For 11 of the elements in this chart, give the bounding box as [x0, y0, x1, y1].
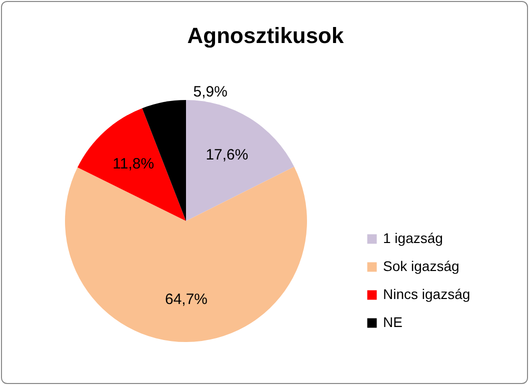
pie-slice: [186, 100, 294, 221]
pie-slice: [78, 108, 186, 221]
legend-label: Sok igazság: [383, 258, 460, 274]
legend-label: Nincs igazság: [383, 286, 470, 302]
legend-label: NE: [383, 314, 402, 330]
data-label: 11,8%: [112, 155, 154, 172]
data-label: 5,9%: [193, 83, 228, 100]
data-label: 64,7%: [164, 291, 208, 308]
data-label: 17,6%: [206, 146, 248, 164]
chart-title: Agnosztikusok: [187, 23, 344, 48]
legend-label: 1 igazság: [383, 230, 443, 246]
